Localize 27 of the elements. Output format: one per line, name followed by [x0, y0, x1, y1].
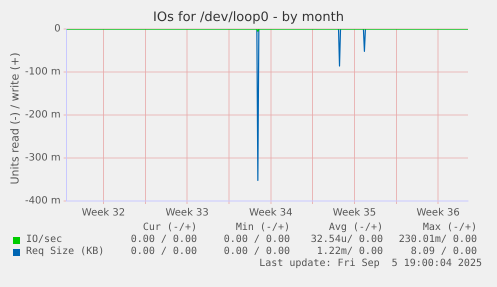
y-axis-title: Units read (-) / write (+) [8, 51, 22, 187]
text: 0.00 / 0.00 [224, 246, 290, 257]
text: 0.00 / 0.00 [224, 234, 290, 245]
chart-title: IOs for /dev/loop0 - by month [152, 10, 345, 25]
x-tick-label: Week 33 [165, 208, 209, 219]
y-tick-label: -300 m [24, 152, 61, 164]
text: Last update: Fri Sep 5 19:00:04 2025 [259, 258, 482, 269]
y-tick-label: -200 m [24, 110, 61, 121]
x-tick-label: Week 36 [416, 208, 460, 219]
x-tick-label: Week 35 [332, 208, 376, 219]
y-tick-label: -100 m [24, 66, 61, 78]
text: 0.00 / 0.00 [130, 246, 197, 257]
x-tick-label: Week 34 [249, 208, 292, 219]
text: 8.09 / 0.00 [410, 246, 477, 257]
text: Max (-/+) [422, 222, 477, 233]
text: 1.22m/ 0.00 [316, 246, 383, 257]
text: 230.01m/ 0.00 [398, 234, 477, 245]
x-tick-label: Week 32 [82, 208, 126, 219]
legend-label: IO/sec [26, 234, 62, 245]
text: Avg (-/+) [328, 222, 383, 233]
y-tick-label: -400 m [24, 196, 61, 207]
legend-label: Req Size (KB) [26, 246, 104, 257]
text: 32.54u/ 0.00 [310, 234, 383, 245]
text: Cur (-/+) [142, 222, 197, 233]
text: Min (-/+) [236, 222, 290, 233]
text: 0.00 / 0.00 [130, 234, 197, 245]
y-tick-label: 0 [54, 24, 61, 35]
